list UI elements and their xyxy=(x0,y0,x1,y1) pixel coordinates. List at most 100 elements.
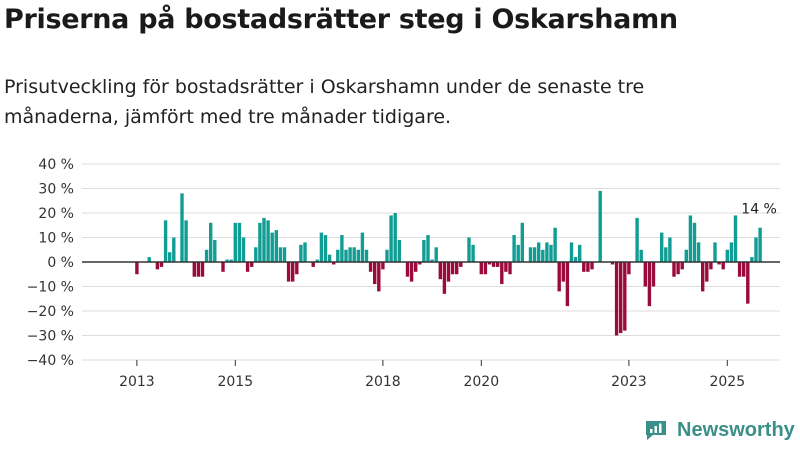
x-tick-label: 2020 xyxy=(463,374,499,390)
bar xyxy=(446,262,451,282)
bar xyxy=(701,262,705,292)
bar xyxy=(713,242,717,262)
bar xyxy=(688,215,693,262)
bar xyxy=(623,262,627,331)
bar xyxy=(327,254,332,262)
bar xyxy=(360,232,365,262)
bar xyxy=(397,239,401,262)
bar xyxy=(635,217,639,262)
bar xyxy=(213,239,217,262)
bar xyxy=(639,249,643,262)
bar xyxy=(385,249,389,262)
bar xyxy=(610,262,615,265)
bar xyxy=(241,237,246,262)
bar xyxy=(541,249,545,262)
bar xyxy=(647,262,652,307)
last-value-annotation: 14 % xyxy=(741,202,777,218)
bar xyxy=(586,262,590,272)
bar xyxy=(266,220,270,262)
bar xyxy=(750,257,754,262)
bar xyxy=(155,262,160,270)
bar xyxy=(729,242,734,262)
bar xyxy=(516,244,520,262)
bar xyxy=(467,237,471,262)
bar xyxy=(311,262,315,267)
bar xyxy=(373,262,377,285)
bar xyxy=(590,262,594,270)
y-tick-label: 0 % xyxy=(47,255,74,271)
bar xyxy=(705,262,709,282)
bar xyxy=(315,259,319,262)
bar xyxy=(573,257,578,262)
bar xyxy=(323,235,328,262)
chart-subtitle: Prisutveckling för bostadsrätter i Oskar… xyxy=(4,76,645,128)
bar xyxy=(364,249,369,262)
bar xyxy=(746,262,750,304)
bar xyxy=(172,237,176,262)
x-tick-label: 2015 xyxy=(217,374,253,390)
bar xyxy=(668,237,672,262)
bar xyxy=(426,235,430,262)
bar xyxy=(303,242,307,262)
bar xyxy=(299,244,303,262)
bar xyxy=(532,247,537,262)
bar xyxy=(430,259,434,262)
x-tick-label: 2025 xyxy=(709,374,745,390)
bar xyxy=(537,242,541,262)
newsworthy-icon xyxy=(646,421,666,440)
bar xyxy=(438,262,442,280)
bar xyxy=(561,262,565,282)
bar xyxy=(344,249,348,262)
newsworthy-logo[interactable]: Newsworthy xyxy=(643,418,795,442)
bar xyxy=(352,247,356,262)
bar xyxy=(455,262,459,275)
bar xyxy=(512,235,516,262)
bar xyxy=(434,247,438,262)
bar xyxy=(619,262,623,334)
bar xyxy=(664,247,668,262)
bar xyxy=(147,257,151,262)
bar xyxy=(479,262,483,275)
bar xyxy=(504,262,508,272)
bar xyxy=(295,262,299,275)
bar xyxy=(221,262,225,272)
bar xyxy=(233,222,237,262)
chart-title: Priserna på bostadsrätter steg i Oskarsh… xyxy=(4,4,678,35)
y-tick-label: 10 % xyxy=(38,231,74,247)
bar xyxy=(237,222,242,262)
bar xyxy=(643,262,647,287)
bar xyxy=(578,244,582,262)
bar xyxy=(348,247,352,262)
bar xyxy=(660,232,664,262)
bar xyxy=(204,249,209,262)
bar xyxy=(565,262,570,307)
bar xyxy=(598,190,602,262)
bar xyxy=(405,262,410,277)
bar xyxy=(721,262,725,270)
bar xyxy=(742,262,746,277)
bar xyxy=(393,213,397,262)
x-tick-label: 2013 xyxy=(119,374,155,390)
bar xyxy=(336,249,340,262)
bar xyxy=(229,259,233,262)
bar xyxy=(627,262,631,275)
bar xyxy=(614,262,619,336)
bar xyxy=(270,232,274,262)
bar-chart: −40 % −30 % −20 % −10 % 0 % 10 % 20 % 30 % 40 % 2… xyxy=(27,157,780,390)
y-tick-label: −40 % xyxy=(27,353,74,369)
y-tick-label: 20 % xyxy=(38,206,74,222)
y-tick-label: −10 % xyxy=(27,280,74,296)
y-tick-label: −30 % xyxy=(27,329,74,345)
brand-name: Newsworthy xyxy=(677,418,795,441)
bar xyxy=(442,262,447,294)
bar xyxy=(274,230,278,262)
bar xyxy=(557,262,561,292)
bar xyxy=(569,242,574,262)
bar xyxy=(262,217,266,262)
bar xyxy=(508,262,512,275)
bar xyxy=(717,262,721,265)
bar xyxy=(672,262,676,277)
x-tick-label: 2018 xyxy=(365,374,401,390)
bar xyxy=(471,244,475,262)
bar xyxy=(483,262,488,275)
